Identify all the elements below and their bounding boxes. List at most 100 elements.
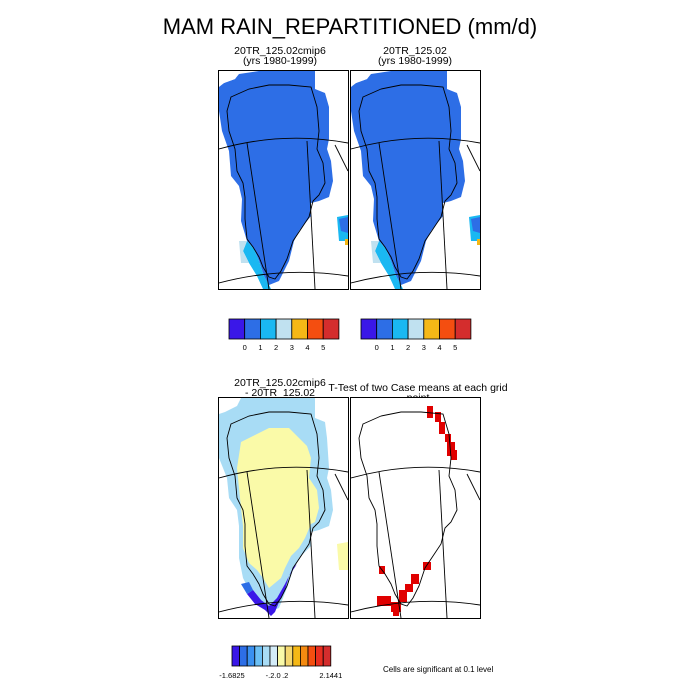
colorbar-swatch — [292, 645, 301, 667]
colorbar-swatch — [307, 318, 324, 340]
colorbar-swatch — [322, 645, 332, 667]
greenland-rain-field — [219, 71, 333, 285]
colorbar-swatch — [228, 318, 246, 340]
meridian-3 — [466, 473, 480, 501]
diff-negative-medium-field — [241, 582, 253, 594]
colorbar-swatch — [407, 318, 425, 340]
colorbar-tick-label: 4 — [437, 343, 441, 352]
latitude-arc-2 — [219, 271, 348, 284]
meridian-1 — [246, 142, 270, 289]
latitude-arc-1 — [351, 466, 480, 479]
map-panel-difference — [218, 397, 349, 619]
coastline — [226, 84, 326, 280]
colorbar-swatch — [244, 318, 261, 340]
colorbar-swatch — [423, 318, 440, 340]
diff-negative-strong-field — [247, 564, 297, 616]
coastal-light-cells — [371, 241, 381, 263]
colorbar-tick-label: 5 — [453, 343, 457, 352]
latitude-arc-2 — [351, 600, 480, 613]
colorbar-tick-label: 2 — [274, 343, 278, 352]
colorbar-top-right: 0 1 2 3 4 5 — [360, 318, 480, 357]
colorbar-swatch — [439, 318, 456, 340]
colorbar-difference: -1.6825 -.2.0.2 2.1441 — [216, 645, 356, 686]
colorbar-tick-label: 3 — [290, 343, 294, 352]
map-panel-ttest — [350, 397, 481, 619]
sig-cell — [451, 450, 457, 460]
sig-cell — [427, 406, 433, 418]
meridian-2 — [438, 469, 448, 618]
map-panel-cmip6 — [218, 70, 349, 290]
latitude-arc-2 — [219, 600, 348, 613]
colorbar-tick-label: 1 — [258, 343, 262, 352]
colorbar-swatch — [376, 318, 393, 340]
colorbar-swatch — [277, 645, 286, 667]
coastal-light-cells — [239, 241, 249, 263]
panel1-title-line1: 20TR_125.02cmip6 — [234, 45, 326, 57]
map-panel-control — [350, 70, 481, 290]
latitude-arc-1 — [219, 137, 348, 150]
colorbar-swatch — [275, 318, 293, 340]
colorbar-swatch — [392, 318, 409, 340]
sig-cell — [391, 602, 401, 612]
sig-cell — [439, 422, 445, 434]
figure-title: MAM RAIN_REPARTITIONED (mm/d) — [162, 14, 538, 39]
north-gap — [351, 71, 371, 87]
colorbar-swatch — [239, 645, 248, 667]
colorbar-swatch — [300, 645, 309, 667]
colorbar-tick-label: .2 — [282, 671, 288, 680]
colorbar-swatch — [291, 318, 308, 340]
north-gap — [219, 398, 241, 414]
east-edge-cells — [337, 542, 348, 570]
colorbar-swatch — [454, 318, 472, 340]
colorbar-swatch — [231, 645, 240, 667]
meridian-3 — [334, 144, 348, 172]
sig-cell — [411, 574, 419, 584]
latitude-arc-2 — [351, 271, 480, 284]
panel1-title: 20TR_125.02cmip6 (yrs 1980-1999) — [210, 45, 350, 67]
colorbar-tick-label: 1 — [390, 343, 394, 352]
meridian-2 — [306, 140, 316, 289]
meridian-1 — [378, 471, 402, 618]
colorbar-tick-label: -.2 — [266, 671, 275, 680]
sig-cell — [423, 562, 431, 570]
colorbar-swatch — [269, 645, 278, 667]
sig-cell — [377, 596, 391, 606]
coastal-rain-cells — [243, 241, 271, 289]
coastline — [358, 84, 458, 280]
meridian-1 — [246, 471, 270, 618]
east-edge-warm-cell — [477, 239, 480, 245]
colorbar-tick-label: 2.1441 — [319, 671, 342, 680]
colorbar-swatch — [260, 318, 277, 340]
colorbar-tick-label: 5 — [321, 343, 325, 352]
sig-cell — [405, 584, 413, 592]
coastal-rain-cells — [375, 241, 403, 289]
colorbar-tick-label: 0 — [375, 343, 379, 352]
panel3-title: 20TR_125.02cmip6 - 20TR_125.02 — [210, 378, 350, 399]
colorbar-tick-label: 0 — [243, 343, 247, 352]
coastline — [226, 411, 326, 607]
colorbar-swatch — [360, 318, 378, 340]
colorbar-tick-label: 4 — [305, 343, 309, 352]
diff-positive-small-field — [237, 428, 319, 588]
meridian-3 — [466, 144, 480, 172]
colorbar-swatch — [254, 645, 263, 667]
sig-cell — [393, 610, 399, 616]
panel2-title: 20TR_125.02 (yrs 1980-1999) — [345, 46, 485, 67]
greenland-rain-field — [351, 71, 465, 285]
colorbar-swatch — [262, 645, 271, 667]
colorbar-tick-label: .0 — [274, 671, 280, 680]
meridian-1 — [378, 142, 402, 289]
panel2-title-line2: (yrs 1980-1999) — [377, 55, 453, 67]
colorbar-top-left: 0 1 2 3 4 5 — [228, 318, 348, 357]
colorbar-swatch — [322, 318, 340, 340]
latitude-arc-1 — [351, 137, 480, 150]
colorbar-tick-label: 2 — [406, 343, 410, 352]
sig-cell — [447, 442, 455, 456]
panel1-title-line2: (yrs 1980-1999) — [242, 55, 318, 67]
meridian-3 — [334, 473, 348, 501]
east-edge-cells-2 — [339, 217, 348, 233]
panel3-title-line2: - 20TR_125.02 — [244, 387, 316, 399]
north-gap — [219, 71, 239, 87]
significance-note: Cells are significant at 0.1 level — [383, 665, 494, 674]
latitude-arc-1 — [219, 466, 348, 479]
